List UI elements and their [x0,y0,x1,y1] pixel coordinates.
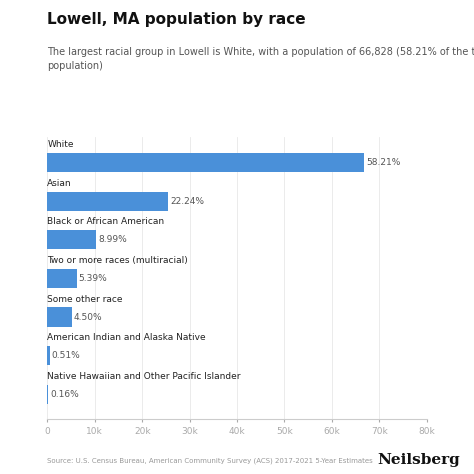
Text: American Indian and Alaska Native: American Indian and Alaska Native [47,333,206,342]
Text: Two or more races (multiracial): Two or more races (multiracial) [47,256,188,265]
Text: Native Hawaiian and Other Pacific Islander: Native Hawaiian and Other Pacific Island… [47,372,241,381]
Bar [47,191,168,211]
Text: White: White [47,140,74,149]
Bar [47,153,364,172]
Text: Some other race: Some other race [47,294,123,303]
Text: 22.24%: 22.24% [170,197,204,206]
Text: 8.99%: 8.99% [98,235,127,244]
Text: Black or African American: Black or African American [47,217,164,226]
Text: 0.16%: 0.16% [50,390,79,399]
Text: Asian: Asian [47,179,72,188]
Text: 0.51%: 0.51% [52,351,81,360]
Text: 58.21%: 58.21% [366,158,400,167]
Text: The largest racial group in Lowell is White, with a population of 66,828 (58.21%: The largest racial group in Lowell is Wh… [47,47,474,71]
Text: Source: U.S. Census Bureau, American Community Survey (ACS) 2017-2021 5-Year Est: Source: U.S. Census Bureau, American Com… [47,457,373,464]
Bar [47,230,96,249]
Bar [47,269,77,288]
Bar [47,346,50,365]
Bar [47,308,72,327]
Bar [47,385,48,404]
Text: Lowell, MA population by race: Lowell, MA population by race [47,12,306,27]
Text: 4.50%: 4.50% [73,313,102,322]
Text: 5.39%: 5.39% [78,274,107,283]
Text: Neilsberg: Neilsberg [377,453,460,467]
